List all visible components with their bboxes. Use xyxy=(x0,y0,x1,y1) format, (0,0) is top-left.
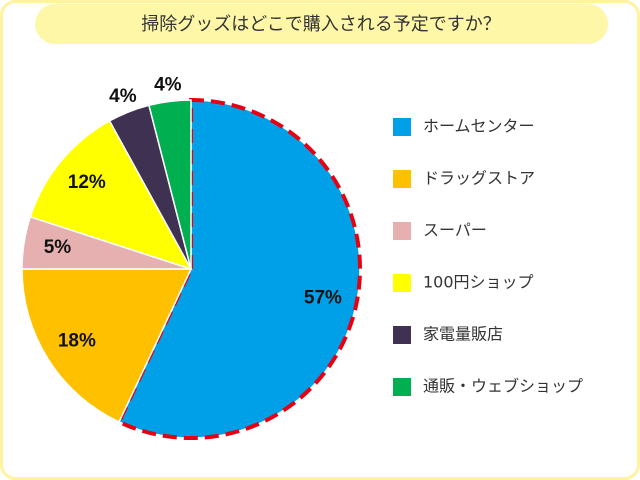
pie: 57% 18% 5% 12% 4% 4% xyxy=(21,74,362,440)
pie-slice xyxy=(148,99,192,270)
value-label: 12% xyxy=(68,172,106,193)
value-label: 4% xyxy=(154,74,182,95)
legend-swatch xyxy=(393,274,411,292)
legend-swatch xyxy=(393,326,411,344)
legend-swatch xyxy=(393,170,411,188)
chart-title: 掃除グッズはどこで購入される予定ですか？ xyxy=(141,14,500,35)
legend-swatch xyxy=(393,118,411,136)
legend-swatch xyxy=(393,378,411,396)
legend-label: 100円ショップ xyxy=(423,273,534,292)
legend-label: ドラッグストア xyxy=(423,169,535,188)
pie-slice xyxy=(21,268,193,423)
pie-slice xyxy=(29,119,193,271)
value-label: 57% xyxy=(304,288,342,309)
legend-label: スーパー xyxy=(423,221,487,240)
value-label: 5% xyxy=(44,237,72,258)
value-label: 18% xyxy=(58,330,96,351)
legend-swatch xyxy=(393,222,411,240)
highlight-outline xyxy=(116,97,362,440)
title-box xyxy=(35,4,608,44)
value-label: 4% xyxy=(109,86,137,107)
legend-label: ホームセンター xyxy=(423,117,535,136)
legend-label: 通販・ウェブショップ xyxy=(423,377,583,396)
legend-label: 家電量販店 xyxy=(423,325,503,344)
